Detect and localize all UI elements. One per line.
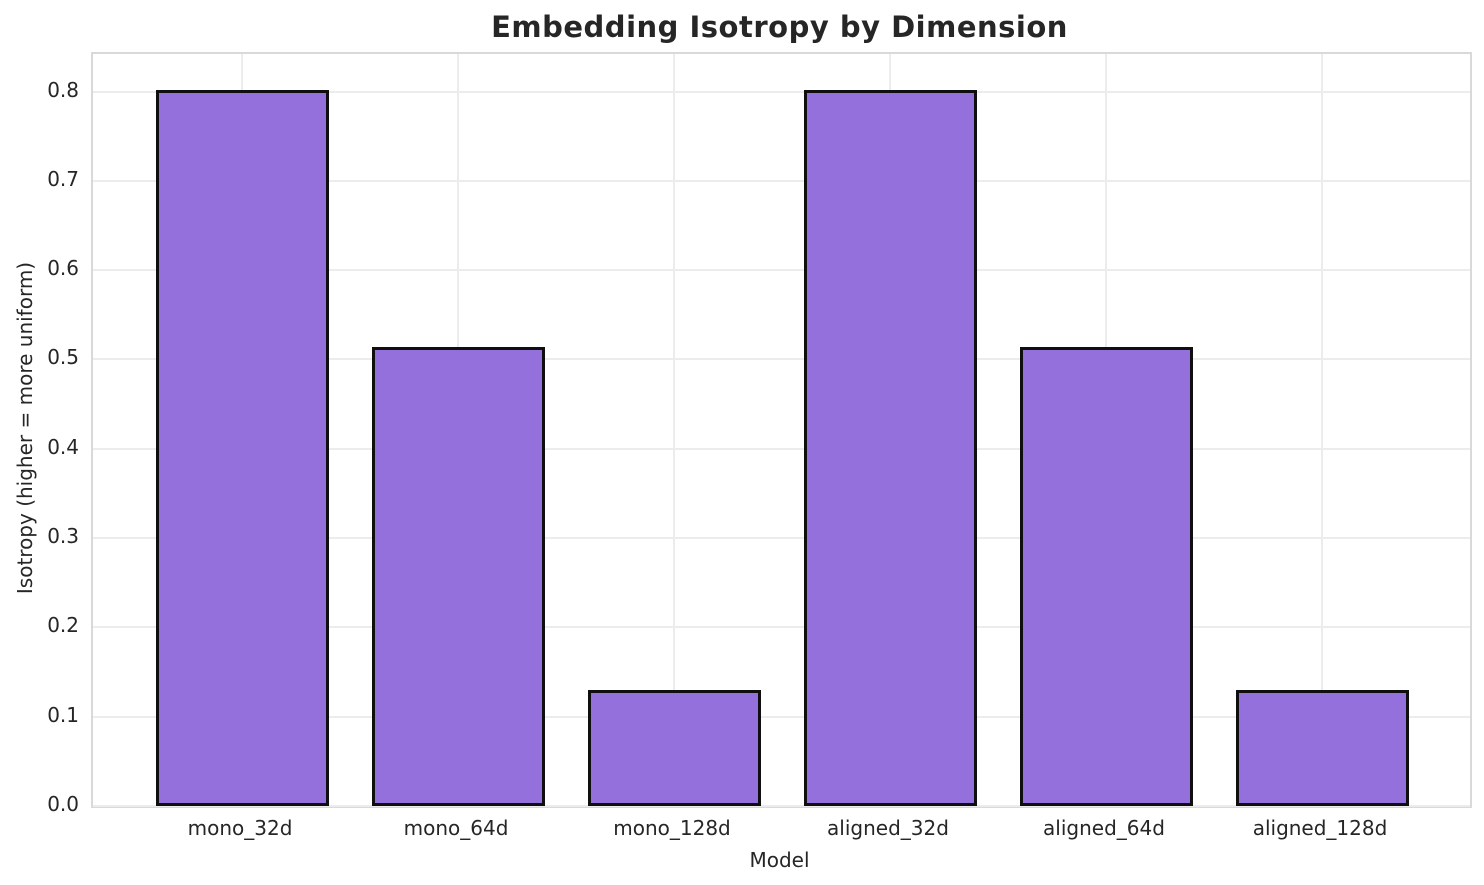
xtick-label-aligned_32d: aligned_32d [827,816,949,840]
ytick-label-0.3: 0.3 [47,524,79,549]
bar-mono_64d [371,347,545,806]
bar-aligned_128d [1235,690,1409,806]
ytick-label-0.6: 0.6 [47,256,79,281]
bar-aligned_32d [803,90,977,806]
xtick-label-mono_64d: mono_64d [403,816,509,840]
gridline-y-0.1 [93,715,1470,718]
gridline-y-0.7 [93,179,1470,182]
gridline-x-aligned_128d [1321,54,1323,806]
ytick-label-0.8: 0.8 [47,77,79,102]
xtick-label-aligned_64d: aligned_64d [1043,816,1165,840]
bar-aligned_64d [1019,347,1193,806]
ytick-label-0.1: 0.1 [47,702,79,727]
ytick-label-0.2: 0.2 [47,613,79,638]
bar-mono_32d [155,90,329,806]
xtick-label-aligned_128d: aligned_128d [1252,816,1388,840]
xtick-label-mono_32d: mono_32d [187,816,293,840]
plot-area [91,52,1472,808]
gridline-y-0.2 [93,626,1470,629]
x-axis-label: Model [749,848,810,872]
ytick-label-0.0: 0.0 [47,792,79,816]
gridline-y-0.6 [93,269,1470,272]
ytick-label-0.7: 0.7 [47,166,79,191]
chart-title: Embedding Isotropy by Dimension [491,10,1068,44]
gridline-y-0.8 [93,90,1470,93]
ytick-label-0.5: 0.5 [47,345,79,370]
bar-mono_128d [587,690,761,806]
ytick-label-0.4: 0.4 [47,434,79,459]
gridline-y-0.4 [93,447,1470,450]
gridline-y-0.0 [93,805,1470,807]
gridline-x-mono_128d [673,54,675,806]
gridline-y-0.3 [93,537,1470,540]
gridline-y-0.5 [93,358,1470,361]
xtick-label-mono_128d: mono_128d [613,816,731,840]
